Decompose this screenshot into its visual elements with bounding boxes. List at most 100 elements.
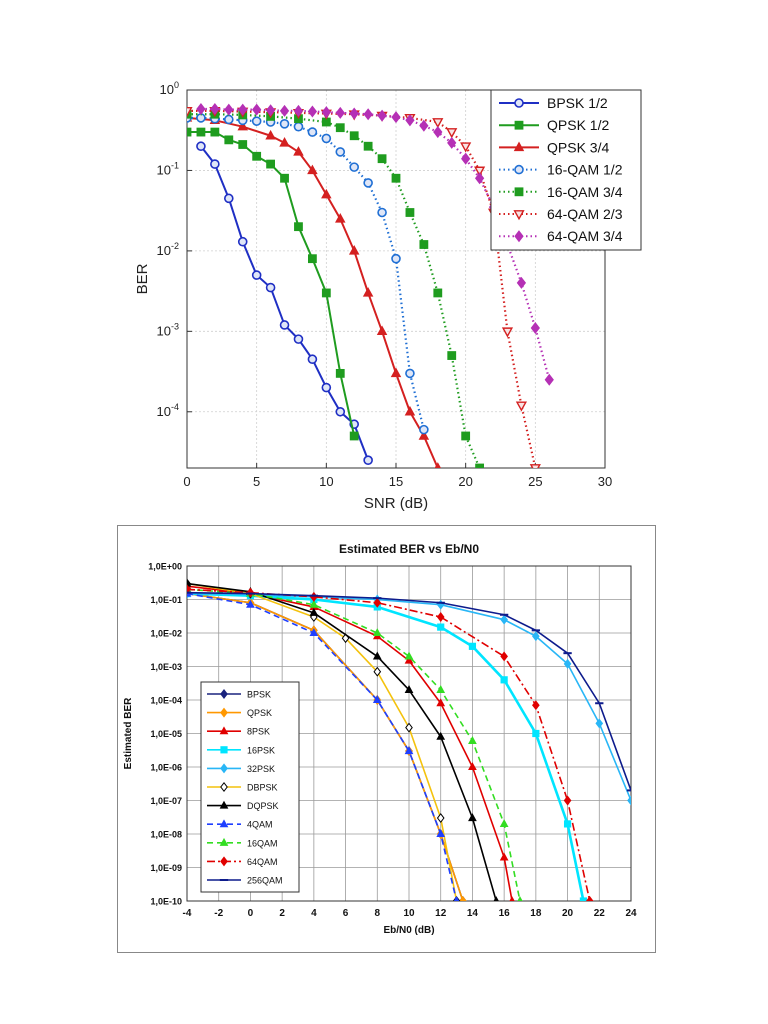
data-point: [307, 164, 318, 175]
legend-marker: [220, 856, 228, 867]
data-point: [475, 463, 485, 468]
data-point: [499, 852, 509, 861]
legend-marker: [514, 164, 524, 175]
data-point: [468, 762, 477, 771]
data-point: [307, 254, 317, 264]
data-point: [372, 628, 382, 637]
series-qpsk-1-2: [187, 127, 359, 441]
x-tick-label: 12: [435, 908, 447, 919]
y-tick-exponent: -1: [171, 160, 179, 170]
y-tick-label: 1,0E-06: [150, 763, 182, 773]
data-point: [499, 819, 509, 827]
legend-marker: [220, 707, 228, 718]
data-point: [373, 597, 382, 608]
data-point: [293, 121, 304, 132]
data-point: [187, 584, 191, 595]
data-point: [251, 116, 262, 126]
x-tick-label: -4: [183, 908, 192, 919]
data-point: [349, 431, 359, 441]
data-point: [585, 896, 594, 901]
data-point: [626, 789, 631, 792]
y-tick-label: 1,0E-10: [150, 897, 182, 907]
data-point: [224, 135, 234, 145]
data-point: [309, 607, 319, 616]
x-tick-label: 10: [403, 908, 415, 919]
y-tick-label: 10-3: [157, 321, 179, 338]
data-point: [391, 253, 401, 264]
data-point: [499, 613, 509, 616]
legend-marker: [219, 800, 229, 809]
legend-label: QPSK: [247, 708, 272, 718]
y-tick-label: 1,0E-07: [150, 796, 182, 806]
data-point: [246, 592, 255, 595]
legend-label: 4QAM: [247, 820, 273, 830]
series-line: [187, 592, 631, 801]
data-point: [335, 406, 346, 417]
y-tick-label: 1,0E-04: [150, 696, 182, 706]
data-point: [404, 651, 414, 660]
series-line: [187, 116, 425, 430]
y-tick-label: 10-4: [157, 402, 179, 419]
x-tick-label: -2: [214, 908, 223, 919]
data-point: [224, 193, 234, 204]
x-tick-label: 24: [625, 908, 637, 919]
data-point: [376, 325, 388, 336]
data-point: [419, 119, 429, 132]
x-tick-label: 30: [598, 474, 612, 489]
data-point: [419, 240, 429, 249]
data-point: [500, 651, 508, 662]
data-point: [187, 578, 192, 587]
data-point: [563, 795, 572, 806]
data-point: [433, 288, 443, 298]
y-tick-base: 10: [157, 323, 171, 338]
data-point: [321, 106, 331, 119]
x-tick-label: 0: [248, 908, 254, 919]
series-256qam: [187, 591, 631, 792]
data-point: [530, 321, 540, 335]
plot-frame: [186, 565, 632, 902]
data-point: [187, 127, 192, 137]
x-tick-label: 0: [183, 474, 190, 489]
x-tick-label: 16: [499, 908, 511, 919]
legend-label: 16-QAM 1/2: [547, 162, 623, 178]
data-point: [196, 127, 206, 137]
data-point: [532, 631, 540, 642]
series-bpsk-1-2: [196, 141, 373, 466]
data-point: [307, 354, 318, 365]
legend-marker: [220, 763, 228, 774]
data-point: [252, 151, 262, 161]
data-point: [517, 896, 523, 901]
data-point: [493, 896, 499, 901]
legend-marker: [219, 879, 229, 881]
data-point: [490, 474, 498, 482]
data-point: [459, 896, 467, 901]
y-tick-label: 1,0E-08: [150, 830, 182, 840]
data-point: [453, 896, 460, 901]
legend-label: BPSK: [247, 690, 271, 700]
data-point: [196, 141, 206, 152]
x-tick-label: 20: [458, 474, 472, 489]
data-point: [251, 270, 262, 280]
x-tick-label: 18: [530, 908, 542, 919]
x-tick-label: 5: [253, 474, 260, 489]
data-point: [405, 722, 413, 733]
data-point: [372, 651, 382, 660]
y-tick-label: 1,0E-09: [150, 863, 182, 873]
x-tick-label: 25: [528, 474, 542, 489]
data-point: [293, 334, 304, 344]
legend-marker: [514, 120, 524, 130]
data-point: [419, 424, 429, 435]
data-point: [390, 367, 402, 378]
data-point: [372, 695, 382, 704]
data-point: [362, 287, 374, 297]
data-point: [436, 698, 446, 707]
data-point: [436, 731, 446, 740]
data-point: [335, 106, 345, 119]
y-tick-exponent: -3: [171, 321, 179, 331]
y-tick-label: 1,0E-01: [150, 595, 182, 605]
y-tick-exponent: -2: [171, 241, 179, 251]
x-axis-label: SNR (dB): [364, 495, 428, 512]
series-line: [187, 582, 458, 901]
data-point: [265, 104, 276, 117]
data-point: [309, 628, 319, 637]
